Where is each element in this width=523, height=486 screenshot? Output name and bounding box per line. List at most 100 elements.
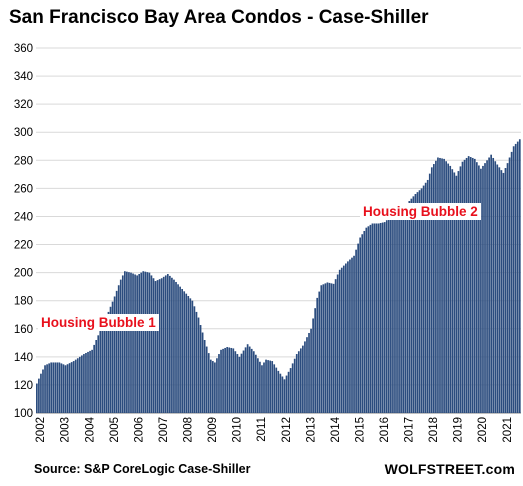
bar	[175, 281, 177, 413]
y-tick-label: 360	[14, 43, 33, 55]
bar	[387, 218, 390, 413]
bar	[465, 157, 468, 413]
bar	[103, 321, 106, 413]
bar	[54, 362, 57, 413]
bar	[216, 358, 218, 413]
bar	[308, 332, 310, 413]
bar	[236, 354, 239, 413]
bar	[146, 272, 149, 413]
bar	[377, 223, 380, 413]
bar	[91, 349, 93, 413]
bar	[78, 356, 81, 413]
bar	[220, 349, 222, 413]
bar	[412, 196, 415, 413]
bar	[195, 311, 198, 413]
bar	[293, 358, 296, 413]
bar	[126, 271, 128, 413]
y-tick-label: 340	[14, 71, 33, 83]
bar	[383, 222, 386, 413]
bar	[392, 215, 394, 413]
bar	[299, 348, 302, 413]
bar	[336, 274, 339, 413]
grid-lines	[36, 47, 521, 414]
bar	[148, 272, 151, 413]
bar	[306, 337, 308, 413]
bar	[164, 275, 167, 413]
bar	[244, 347, 247, 413]
y-tick-label: 180	[14, 296, 33, 308]
bar	[189, 298, 192, 413]
bar	[430, 167, 433, 413]
bar	[396, 213, 398, 413]
bar	[238, 356, 241, 413]
y-tick-label: 120	[14, 380, 33, 392]
bar	[381, 222, 384, 413]
x-tick-label: 2005	[109, 417, 121, 443]
bar	[136, 275, 138, 413]
bar	[281, 376, 284, 413]
bar	[74, 359, 77, 413]
bar	[250, 348, 253, 413]
bar	[285, 375, 288, 413]
bar	[351, 257, 353, 413]
bar	[310, 328, 312, 413]
x-tick-label: 2003	[60, 417, 72, 443]
bar	[502, 172, 505, 413]
bar	[324, 283, 327, 413]
bar	[193, 306, 196, 413]
bar	[197, 317, 200, 413]
x-tick-label: 2006	[133, 417, 145, 443]
bar	[418, 190, 421, 413]
bar	[289, 368, 292, 413]
x-tick-label: 2010	[232, 417, 244, 443]
bar	[437, 157, 439, 413]
y-tick-label: 220	[14, 240, 33, 252]
bar	[291, 363, 294, 413]
bar	[232, 348, 235, 413]
bar	[207, 353, 210, 413]
bar	[265, 359, 267, 413]
bar	[453, 172, 456, 413]
bar	[328, 282, 331, 413]
bar	[252, 351, 255, 413]
y-tick-label: 200	[14, 268, 33, 280]
y-tick-label: 240	[14, 211, 33, 223]
bar	[320, 285, 323, 413]
bar	[214, 362, 216, 413]
bar	[183, 291, 186, 413]
bar	[332, 283, 335, 413]
bar	[105, 316, 108, 413]
y-tick-label: 160	[14, 324, 33, 336]
bar	[459, 166, 462, 413]
bar	[334, 279, 337, 413]
x-tick-label: 2013	[305, 417, 317, 443]
bar	[144, 271, 147, 413]
bar	[36, 383, 38, 413]
bar	[414, 194, 417, 413]
bar	[205, 346, 208, 413]
bar	[488, 157, 490, 413]
bar	[461, 161, 464, 413]
bar	[447, 163, 450, 413]
bar	[435, 160, 437, 413]
bar	[283, 379, 286, 413]
bar	[469, 157, 472, 413]
bar	[48, 363, 50, 413]
bar	[242, 350, 245, 413]
bar	[60, 363, 63, 413]
bar	[40, 373, 42, 413]
bar	[478, 165, 480, 413]
bar	[451, 169, 454, 413]
bar	[46, 364, 48, 413]
bar	[162, 276, 165, 413]
x-tick-label: 2020	[477, 417, 489, 443]
bar	[302, 345, 304, 413]
bar	[424, 182, 427, 413]
bar	[173, 279, 175, 413]
bar	[482, 165, 484, 413]
x-tick-label: 2017	[404, 417, 416, 443]
bar	[400, 211, 402, 413]
bar	[117, 285, 120, 413]
y-tick-label: 260	[14, 183, 33, 195]
